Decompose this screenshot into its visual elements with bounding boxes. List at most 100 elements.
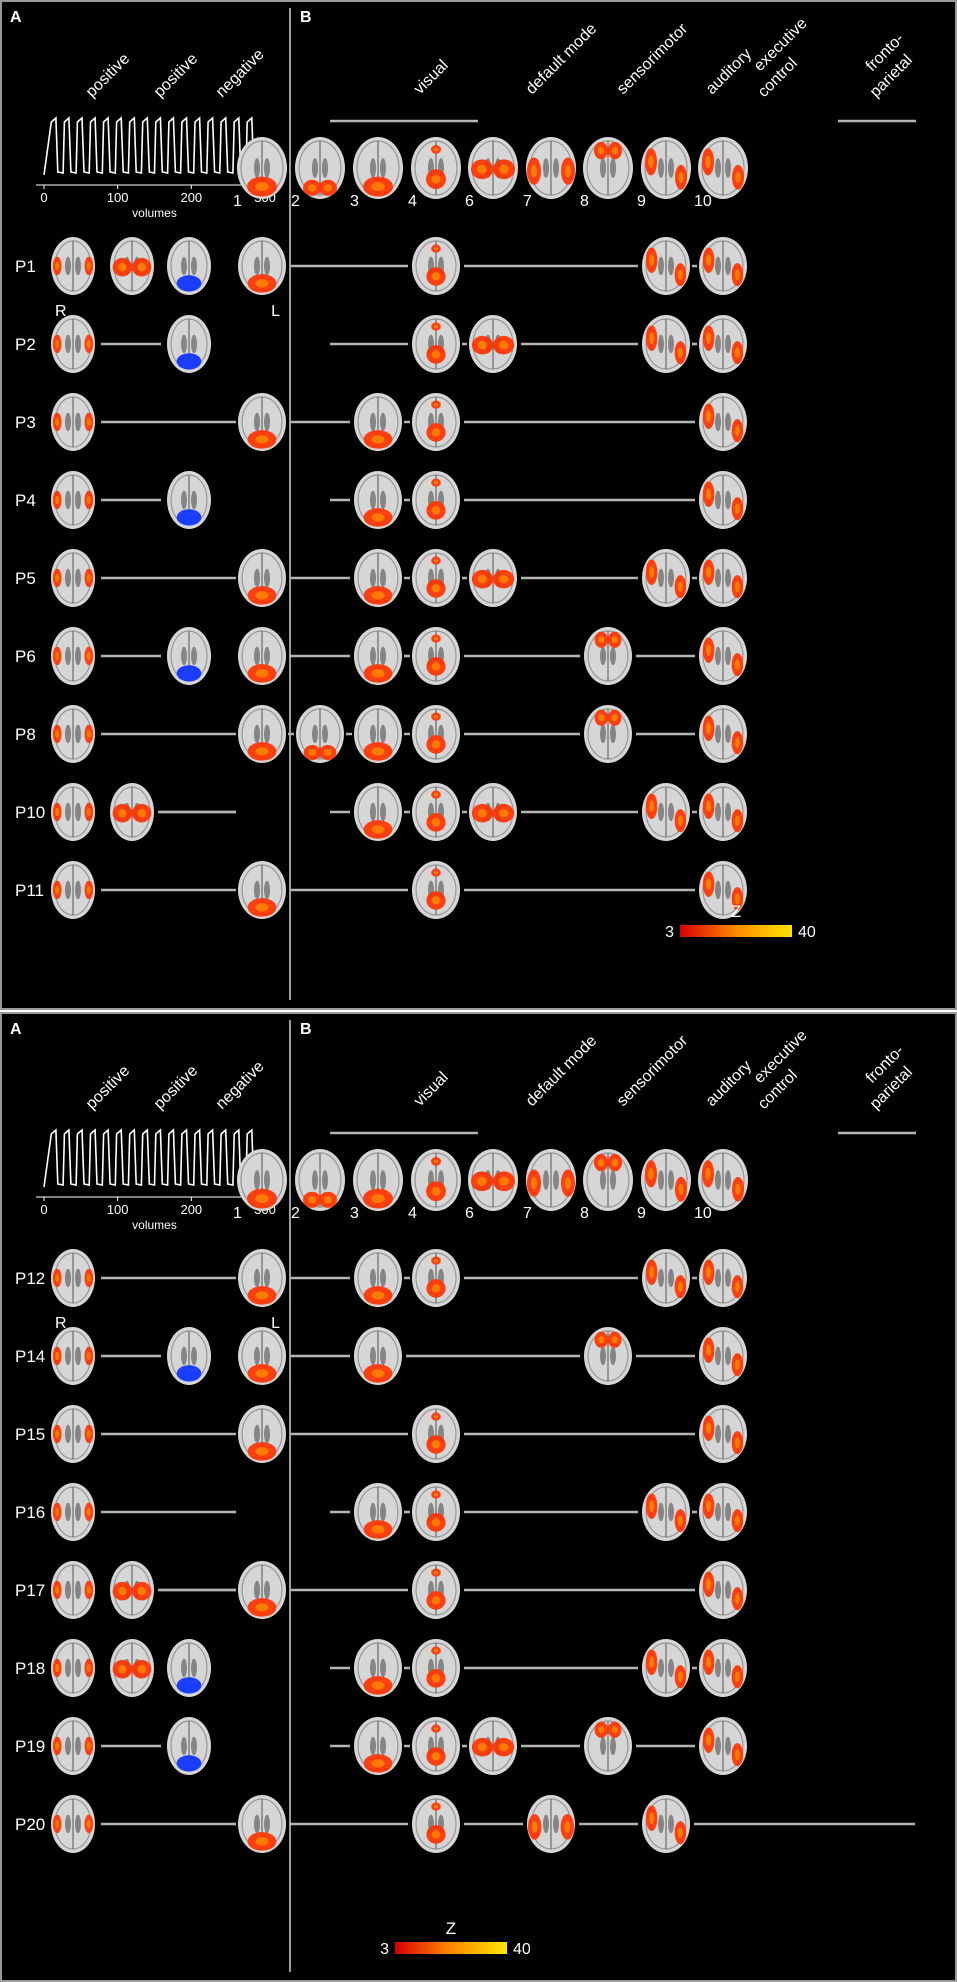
panel-b-brain (238, 1405, 286, 1463)
brain-ventricle (254, 724, 260, 744)
colorbar-max: 40 (798, 924, 816, 941)
negative-activation-blob (176, 1755, 202, 1772)
panel-b-brain (699, 393, 747, 451)
activation-peak (323, 1196, 333, 1204)
brain-ventricle (380, 1268, 386, 1288)
template-brain-6 (468, 1149, 518, 1211)
activation-peak (477, 808, 488, 818)
activation-peak (706, 1344, 712, 1356)
activation-peak (706, 722, 712, 734)
design-timecourse (43, 1128, 266, 1188)
activation-peak (86, 261, 91, 271)
brain-ventricle (75, 334, 81, 354)
template-number: 3 (350, 193, 359, 210)
activation-peak (55, 495, 60, 505)
activation-peak (677, 1515, 683, 1526)
brain-ventricle (668, 1502, 674, 1522)
activation-peak (611, 1726, 618, 1734)
brain-ventricle (65, 1346, 71, 1366)
brain-ventricle (610, 1736, 616, 1756)
template-brain-1 (237, 1149, 287, 1211)
brain-ventricle (65, 334, 71, 354)
panel-b-brain (354, 627, 402, 685)
activation-peak (371, 669, 385, 678)
brain-ventricle (264, 1424, 270, 1444)
participant-label: P17 (15, 1581, 45, 1600)
activation-peak (431, 818, 441, 827)
panel-b-brain (699, 1717, 747, 1775)
activation-peak (255, 1194, 269, 1204)
panel-b-brain (354, 393, 402, 451)
brain-ventricle (75, 1502, 81, 1522)
activation-peak (137, 1586, 147, 1596)
brain-ventricle (553, 158, 559, 178)
panel-b-brain (699, 315, 747, 373)
activation-peak (677, 581, 683, 592)
activation-peak (498, 340, 509, 350)
activation-peak (706, 566, 712, 578)
activation-peak (255, 1837, 269, 1846)
activation-peak (55, 1429, 60, 1439)
brain-ventricle (191, 1658, 197, 1678)
activation-peak (433, 636, 439, 641)
template-number: 1 (233, 1205, 242, 1222)
activation-peak (255, 1369, 269, 1378)
brain-ventricle (370, 158, 376, 178)
activation-peak (734, 1515, 740, 1526)
panel-b-brain (238, 627, 286, 685)
panel-a-brain (110, 1561, 154, 1619)
brain-ventricle (370, 1170, 376, 1190)
brain-ventricle (264, 568, 270, 588)
activation-peak (678, 1183, 684, 1195)
participant-label: P1 (15, 257, 36, 276)
panel-b-brain (412, 861, 460, 919)
activation-peak (55, 1351, 60, 1361)
activation-peak (117, 1586, 127, 1596)
panel-a-brain (167, 315, 211, 373)
activation-peak (55, 1273, 60, 1283)
panel-b-brain (412, 1249, 460, 1307)
brain-ventricle (668, 158, 674, 178)
activation-peak (649, 800, 655, 812)
panel-b-brain (412, 1483, 460, 1541)
activation-peak (55, 1507, 60, 1517)
brain-ventricle (264, 724, 270, 744)
brain-ventricle (658, 1814, 664, 1834)
panel-a-brain (110, 1639, 154, 1697)
activation-peak (499, 1176, 509, 1186)
brain-ventricle (380, 412, 386, 432)
panel-b-brain (699, 237, 747, 295)
panel-b-brain (354, 1249, 402, 1307)
activation-peak (734, 581, 740, 592)
panel-a-brain (51, 1249, 95, 1307)
panel-a-brain (51, 549, 95, 607)
activation-peak (86, 1819, 91, 1829)
panel-b-brain (699, 1483, 747, 1541)
participant-label: P18 (15, 1659, 45, 1678)
panel-a-brain (51, 627, 95, 685)
activation-peak (649, 1500, 655, 1512)
brain-ventricle (725, 1346, 731, 1366)
brain-ventricle (658, 1658, 664, 1678)
template-brain-1 (237, 137, 287, 199)
brain-ventricle (254, 256, 260, 276)
template-brain-6 (468, 137, 518, 199)
panel-b-brain (238, 1249, 286, 1307)
brain-ventricle (715, 568, 721, 588)
template-brain-10 (698, 1149, 748, 1211)
activation-peak (706, 1266, 712, 1278)
panel-a-brain (51, 393, 95, 451)
activation-peak (431, 740, 441, 749)
activation-peak (648, 1167, 654, 1180)
brain-ventricle (610, 158, 616, 178)
brain-ventricle (75, 568, 81, 588)
brain-ventricle (725, 158, 731, 178)
design-tick-label: 100 (107, 1202, 129, 1217)
panel-b-brain (699, 861, 747, 919)
brain-ventricle (65, 412, 71, 432)
brain-ventricle (725, 646, 731, 666)
panel-b-brain (354, 705, 402, 763)
participant-label: P11 (15, 881, 44, 900)
brain-ventricle (312, 1170, 318, 1190)
